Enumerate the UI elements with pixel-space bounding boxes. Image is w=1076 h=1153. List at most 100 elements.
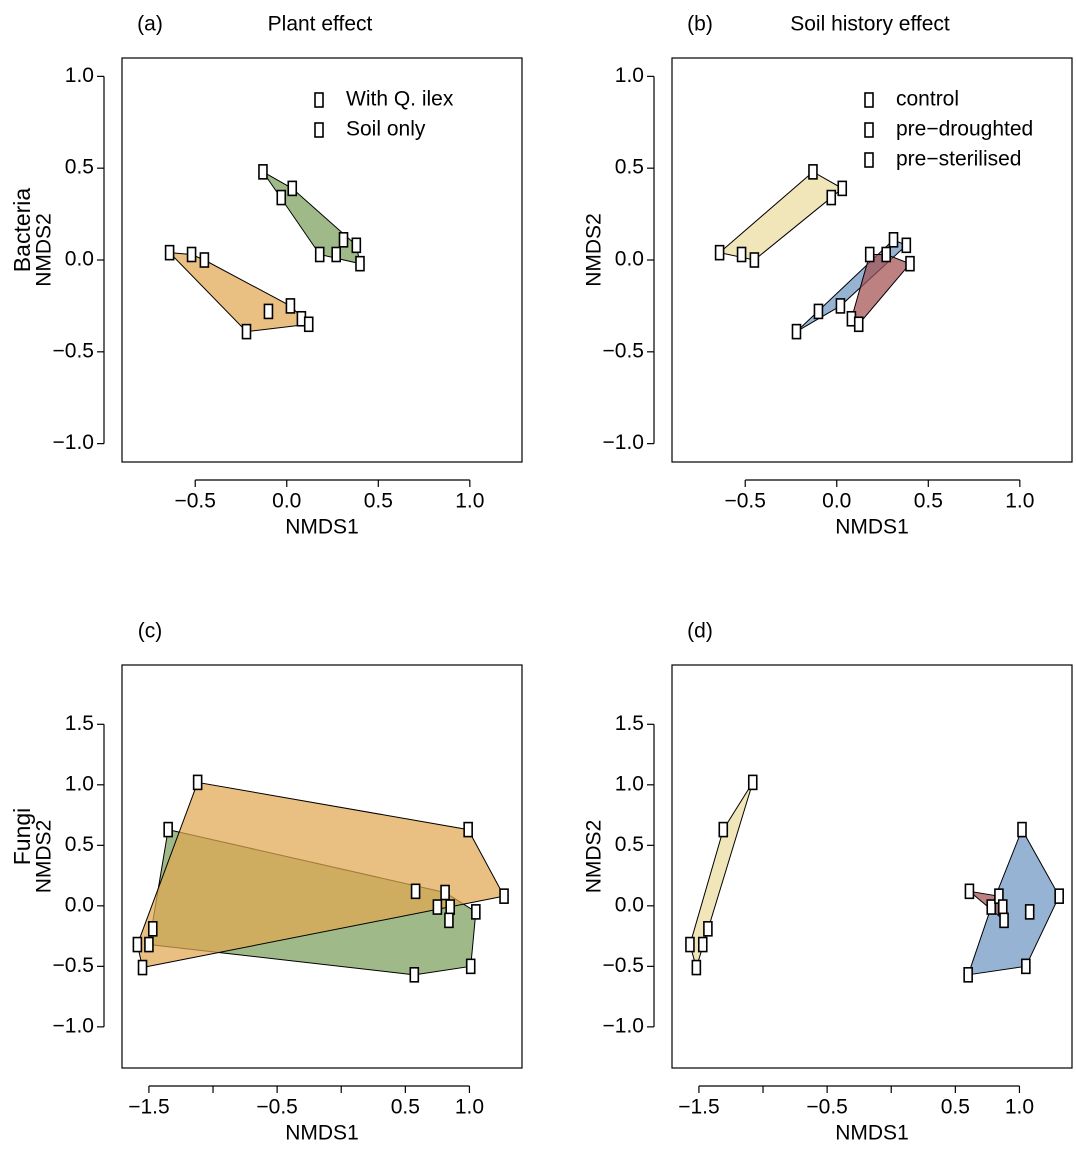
legend-label: pre−sterilised (896, 148, 1021, 171)
y-tick-label: −0.5 (603, 339, 644, 362)
legend-marker (864, 122, 874, 138)
hull (262, 171, 361, 265)
y-axis-title: NMDS2 (33, 213, 56, 287)
point (749, 252, 760, 268)
point (410, 883, 421, 900)
panel-label: (b) (687, 13, 713, 36)
hull (850, 253, 911, 325)
x-tick-label: 1.0 (455, 490, 484, 513)
point (285, 298, 296, 314)
point (853, 316, 864, 333)
point (901, 237, 912, 254)
hull (967, 828, 1060, 976)
point (888, 232, 899, 248)
point (331, 246, 341, 263)
plot-box (671, 57, 1073, 463)
y-axis-title: NMDS2 (33, 820, 56, 894)
y-tick-label: 0.0 (615, 248, 644, 271)
x-tick-label: 0.0 (822, 490, 851, 513)
point (276, 189, 287, 206)
point (144, 936, 154, 953)
point (1017, 821, 1027, 838)
x-tick-label: −0.5 (174, 490, 215, 513)
point (813, 303, 824, 320)
y-tick-label: −0.5 (53, 954, 94, 977)
x-axis-title: NMDS1 (285, 516, 359, 539)
y-tick-label: −1.0 (53, 431, 94, 454)
point (351, 237, 362, 254)
point (703, 921, 713, 937)
point (287, 180, 298, 197)
y-tick-label: −1.0 (603, 1014, 644, 1037)
point (314, 246, 325, 263)
y-tick-label: 0.5 (615, 833, 644, 856)
point (905, 255, 915, 272)
point (736, 246, 747, 263)
point (409, 967, 420, 983)
y-tick-label: 1.0 (615, 772, 644, 795)
legend-label: pre−droughted (896, 118, 1033, 141)
point (164, 244, 175, 261)
point (718, 821, 729, 838)
point (137, 959, 148, 976)
y-tick-label: 1.5 (65, 712, 94, 735)
y-tick-label: 0.0 (615, 893, 644, 916)
point (1054, 888, 1064, 904)
point (186, 246, 197, 263)
legend-label: With Q. ilex (346, 88, 454, 111)
x-tick-label: 1.0 (455, 1096, 484, 1119)
point (697, 936, 708, 953)
point (691, 959, 702, 976)
point (263, 303, 274, 320)
point (685, 936, 695, 953)
point (963, 967, 973, 983)
x-tick-label: 0.5 (914, 490, 943, 513)
point (747, 774, 758, 791)
x-tick-label: 1.0 (1005, 490, 1034, 513)
y-tick-label: −0.5 (53, 339, 94, 362)
point (444, 912, 454, 929)
x-tick-label: −1.5 (128, 1096, 169, 1119)
y-tick-label: 0.0 (65, 248, 94, 271)
legend-marker (864, 92, 874, 108)
point (999, 912, 1009, 929)
point (791, 323, 802, 340)
x-tick-label: −1.5 (678, 1096, 719, 1119)
point (986, 899, 997, 915)
y-tick-label: 0.5 (615, 156, 644, 179)
point (355, 255, 365, 272)
point (147, 921, 158, 937)
point (192, 774, 203, 791)
x-axis-title: NMDS1 (285, 1122, 359, 1145)
point (132, 936, 143, 953)
point (163, 821, 173, 838)
x-axis-title: NMDS1 (835, 516, 909, 539)
x-tick-label: −0.5 (256, 1096, 297, 1119)
point (808, 164, 818, 180)
y-tick-label: 1.0 (65, 772, 94, 795)
point (499, 888, 509, 904)
point (964, 883, 975, 900)
plot-box (121, 664, 523, 1069)
panel-title: Plant effect (268, 13, 373, 36)
point (997, 899, 1008, 915)
hull (168, 252, 310, 333)
panel-label: (a) (137, 13, 163, 36)
row-label: Bacteria (9, 188, 35, 273)
point (471, 904, 481, 920)
x-tick-label: 0.5 (364, 490, 393, 513)
y-axis-title: NMDS2 (583, 213, 606, 287)
point (258, 164, 268, 180)
point (241, 323, 252, 340)
point (338, 232, 349, 248)
point (440, 884, 450, 901)
point (199, 252, 210, 268)
x-tick-label: −0.5 (724, 490, 765, 513)
x-tick-label: 1.0 (1005, 1096, 1034, 1119)
x-tick-label: −0.5 (806, 1096, 847, 1119)
plot-box (121, 57, 523, 463)
point (463, 821, 473, 838)
legend-label: Soil only (346, 118, 426, 141)
point (445, 899, 456, 915)
